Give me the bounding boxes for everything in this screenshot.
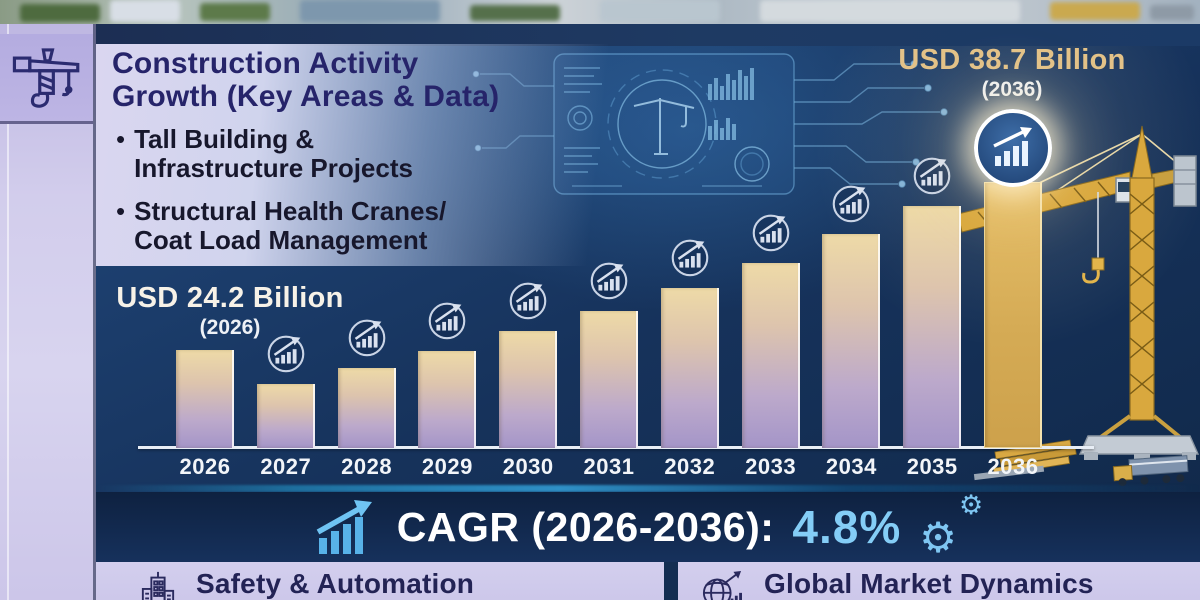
end-year: (2036) [981,78,1043,101]
bar-2030 [499,331,558,448]
footer-panel-safety: Safety & Automation [96,562,664,600]
crane-icon [12,47,79,108]
top-photo-strip [0,0,1200,24]
title-line-2: Growth (Key Areas & Data) [112,80,500,113]
bullet-text: Structural Health Cranes/ Coat Load Mana… [134,196,447,256]
sidebar-crane-box [0,34,93,124]
photo-crane-vehicle [1050,2,1140,20]
gears-icon: ⚙ ⚙ [919,490,984,562]
photo-truck [1150,5,1194,20]
start-value-callout: USD 24.2 Billion (2026) [100,282,360,340]
key-areas-list: • Tall Building & Infrastructure Project… [116,124,556,269]
x-tick-2026: 2026 [179,454,231,479]
x-tick-2027: 2027 [260,454,312,479]
end-value: USD 38.7 Billion [898,44,1126,76]
footer-title-safety: Safety & Automation [196,568,475,599]
bar-2029 [418,351,477,448]
bullet-dot: • [116,196,126,227]
photo-trees [200,3,270,21]
start-year: (2026) [199,316,261,339]
title-panel [96,44,608,266]
photo-building [300,0,440,22]
x-tick-2028: 2028 [341,454,393,479]
photo-trees [470,5,560,21]
photo-building [760,0,1020,22]
cagr-label: CAGR (2026-2036): [396,503,775,550]
header-dark-band [96,24,1200,46]
footer-panels: Safety & Automation Global Market Dynami… [96,562,1200,600]
end-value-callout: USD 38.7 Billion (2036) [880,44,1144,102]
bullet-dot: • [116,124,126,154]
cagr-value: 4.8% [792,501,902,553]
x-tick-2029: 2029 [421,454,473,479]
growth-highlight-icon [974,109,1052,187]
x-tick-2034: 2034 [825,454,877,479]
globe-arrow-icon [702,570,742,600]
growth-icon [505,277,551,323]
photo-building [600,0,720,22]
photo-trees [20,4,100,22]
x-tick-2032: 2032 [664,454,716,479]
footer-panel-global: Global Market Dynamics [678,562,1200,600]
x-tick-2033: 2033 [745,454,797,479]
bar-2032 [660,288,719,448]
start-value: USD 24.2 Billion [116,282,344,314]
bar-2033 [741,263,800,448]
bar-2026 [176,350,234,448]
tower-crane-illustration [957,125,1200,487]
bar-2027 [256,384,315,448]
page-title: Construction Activity Growth (Key Areas … [112,47,582,113]
title-line-1: Construction Activity [112,47,419,80]
bar-2028 [337,368,396,448]
light-streak [96,485,1200,492]
x-tick-2031: 2031 [583,454,635,479]
x-tick-2030: 2030 [502,454,554,479]
cagr-banner: CAGR (2026-2036): 4.8% ⚙ ⚙ [96,490,1200,562]
growth-chart-icon [316,500,372,554]
photo-building [110,0,180,22]
bullet-text: Tall Building & Infrastructure Projects [134,124,413,184]
bar-2031 [580,311,638,448]
footer-title-global: Global Market Dynamics [764,568,1094,599]
growth-icon [667,234,713,280]
left-sidebar [0,24,96,600]
list-item: • Structural Health Cranes/ Coat Load Ma… [116,197,556,255]
growth-icon [424,297,470,343]
bar-2034 [822,234,881,448]
building-icon [141,571,175,600]
list-item: • Tall Building & Infrastructure Project… [116,124,556,184]
growth-icon [748,209,794,255]
